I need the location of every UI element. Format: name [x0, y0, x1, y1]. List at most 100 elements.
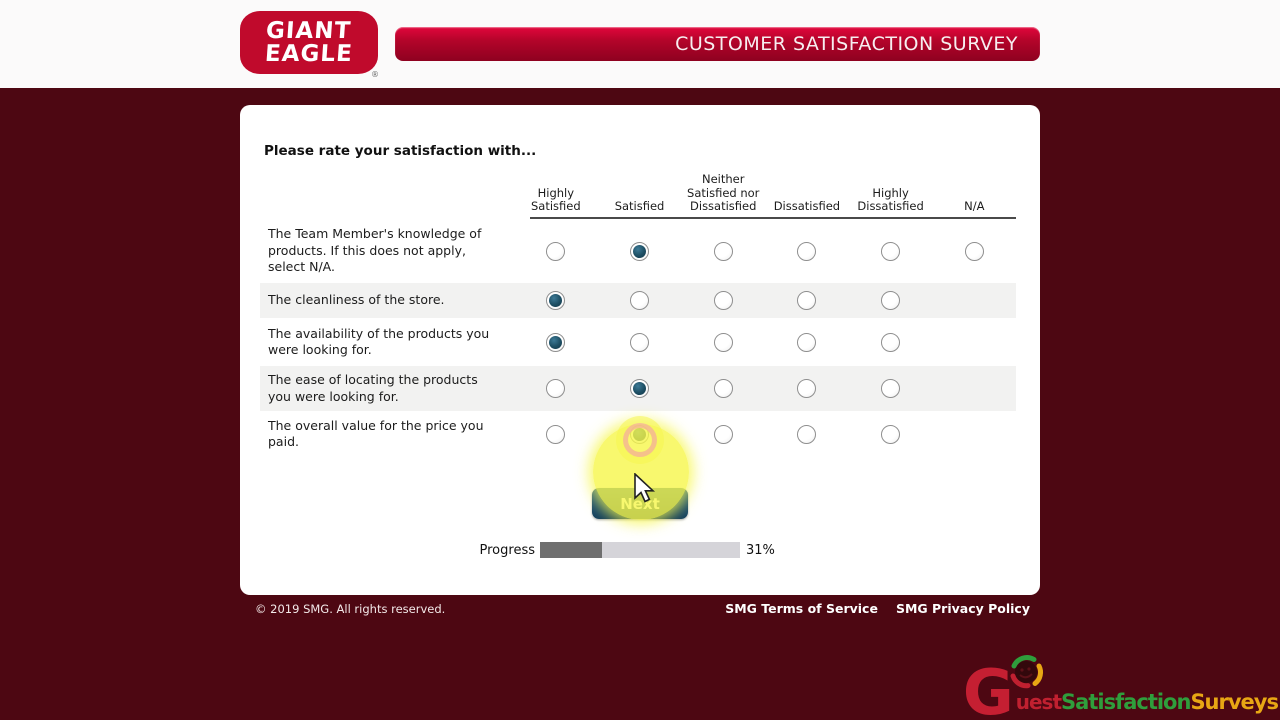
rating-cell — [598, 332, 682, 352]
progress-label: Progress — [479, 542, 535, 558]
radio-selected-dot — [633, 382, 647, 395]
radio-neither-satisfied-nor-dissatisfied[interactable] — [713, 424, 733, 444]
rating-column-headers: Highly Satisfied Satisfied Neither Satisfi… — [260, 165, 1016, 217]
question-text: The cleanliness of the store. — [268, 292, 445, 308]
rating-cell — [765, 424, 849, 444]
watermark-g: G — [962, 656, 1014, 720]
radio-highly-dissatisfied[interactable] — [881, 379, 901, 398]
rating-cell — [514, 379, 598, 398]
radio-highly-satisfied[interactable] — [546, 332, 566, 352]
radio-neither-satisfied-nor-dissatisfied[interactable] — [713, 379, 733, 398]
privacy-policy-link[interactable]: SMG Privacy Policy — [895, 601, 1030, 616]
rating-cell — [681, 424, 765, 444]
copyright-text: © 2019 SMG. All rights reserved. — [255, 601, 446, 616]
radio-dissatisfied[interactable] — [797, 424, 817, 444]
rating-cell — [849, 379, 933, 398]
radio-highly-satisfied[interactable] — [546, 241, 566, 261]
radio-dissatisfied[interactable] — [797, 291, 817, 310]
column-header-dissatisfied: Dissatisfied — [773, 199, 841, 214]
radio-selected-dot — [633, 427, 647, 441]
radio-highly-dissatisfied[interactable] — [881, 291, 901, 310]
terms-of-service-link[interactable]: SMG Terms of Service — [725, 601, 878, 616]
radio-dissatisfied[interactable] — [797, 332, 817, 352]
rating-cell — [932, 291, 1016, 310]
header-bar: GIANT EAGLE ® CUSTOMER SATISFACTION SURV… — [0, 0, 1280, 88]
next-button[interactable]: Next — [592, 488, 688, 519]
rating-cell — [598, 291, 682, 310]
radio-dissatisfied[interactable] — [797, 379, 817, 398]
rating-cell — [932, 379, 1016, 398]
rating-cell — [849, 241, 933, 261]
question-text: The Team Member's knowledge of products.… — [268, 226, 482, 275]
survey-card: Please rate your satisfaction with... Hi… — [240, 105, 1040, 595]
rating-cell — [849, 332, 933, 352]
radio-highly-satisfied[interactable] — [546, 379, 566, 398]
rating-cell — [932, 425, 1016, 444]
watermark-surveys: Surveys — [1190, 690, 1279, 714]
radio-neither-satisfied-nor-dissatisfied[interactable] — [713, 291, 733, 310]
header-divider — [530, 217, 1016, 219]
radio-highly-satisfied[interactable] — [546, 424, 566, 444]
rating-table: Highly Satisfied Satisfied Neither Satisfi… — [260, 165, 1016, 457]
watermark-text: uest Satisfaction Surveys — [1015, 690, 1279, 714]
column-header-highly-dissatisfied: Highly Dissatisfied — [857, 185, 924, 214]
radio-satisfied[interactable] — [630, 241, 650, 261]
rating-cell — [849, 291, 933, 310]
rating-cell — [514, 291, 598, 310]
column-header-n-a: N/A — [964, 199, 985, 214]
rating-cell — [681, 379, 765, 398]
question-text: The availability of the products you wer… — [268, 325, 490, 358]
progress-section: Progress 31% — [240, 541, 1040, 559]
rating-cell — [849, 424, 933, 444]
logo-line2: EAGLE — [264, 40, 354, 67]
rating-cell — [598, 379, 682, 398]
column-header-highly-satisfied: Highly Satisfied — [531, 185, 581, 214]
radio-selected-dot — [549, 294, 563, 307]
rating-cell — [681, 332, 765, 352]
rating-cell — [765, 332, 849, 352]
radio-selected-dot — [633, 244, 647, 258]
survey-title-banner: CUSTOMER SATISFACTION SURVEY — [395, 27, 1040, 61]
radio-highly-dissatisfied[interactable] — [881, 241, 901, 261]
rating-cell — [765, 291, 849, 310]
radio-dissatisfied[interactable] — [797, 241, 817, 261]
guest-satisfaction-surveys-watermark: G uest Satisfaction Surveys — [962, 652, 1279, 720]
radio-highly-dissatisfied[interactable] — [881, 424, 901, 444]
watermark-ring-icon — [1010, 655, 1043, 689]
rating-cell — [598, 241, 682, 261]
rating-cell — [514, 332, 598, 352]
progress-bar-fill — [540, 542, 602, 558]
progress-bar — [540, 542, 740, 558]
rating-cell — [681, 291, 765, 310]
watermark-uest: uest — [1015, 690, 1062, 714]
radio-satisfied[interactable] — [630, 291, 650, 310]
radio-selected-dot — [549, 335, 563, 349]
registered-trademark: ® — [371, 70, 379, 79]
logo-line1: GIANT — [265, 17, 353, 44]
survey-rows: The Team Member's knowledge of products.… — [260, 219, 1016, 457]
column-header-satisfied: Satisfied — [614, 199, 665, 214]
giant-eagle-logo: GIANT EAGLE — [240, 11, 378, 74]
radio-satisfied[interactable] — [630, 379, 650, 398]
survey-row: The availability of the products you wer… — [260, 318, 1016, 366]
survey-row: The cleanliness of the store. — [260, 283, 1016, 318]
radio-neither-satisfied-nor-dissatisfied[interactable] — [713, 241, 733, 261]
radio-highly-dissatisfied[interactable] — [881, 332, 901, 352]
question-text: The overall value for the price you paid… — [268, 417, 484, 450]
rating-cell — [514, 241, 598, 261]
radio-neither-satisfied-nor-dissatisfied[interactable] — [713, 332, 733, 352]
rating-cell — [932, 241, 1016, 261]
radio-n-a[interactable] — [964, 241, 984, 261]
rating-cell — [598, 424, 682, 444]
footer: © 2019 SMG. All rights reserved. SMG Ter… — [240, 601, 1040, 616]
survey-row: The ease of locating the products you we… — [260, 366, 1016, 411]
rating-cell — [681, 241, 765, 261]
radio-highly-satisfied[interactable] — [546, 291, 566, 310]
radio-satisfied[interactable] — [630, 424, 650, 444]
question-text: The ease of locating the products you we… — [268, 372, 478, 404]
page-title: CUSTOMER SATISFACTION SURVEY — [675, 33, 1018, 55]
survey-prompt: Please rate your satisfaction with... — [264, 143, 537, 159]
progress-percent: 31% — [746, 542, 775, 558]
radio-satisfied[interactable] — [630, 332, 650, 352]
